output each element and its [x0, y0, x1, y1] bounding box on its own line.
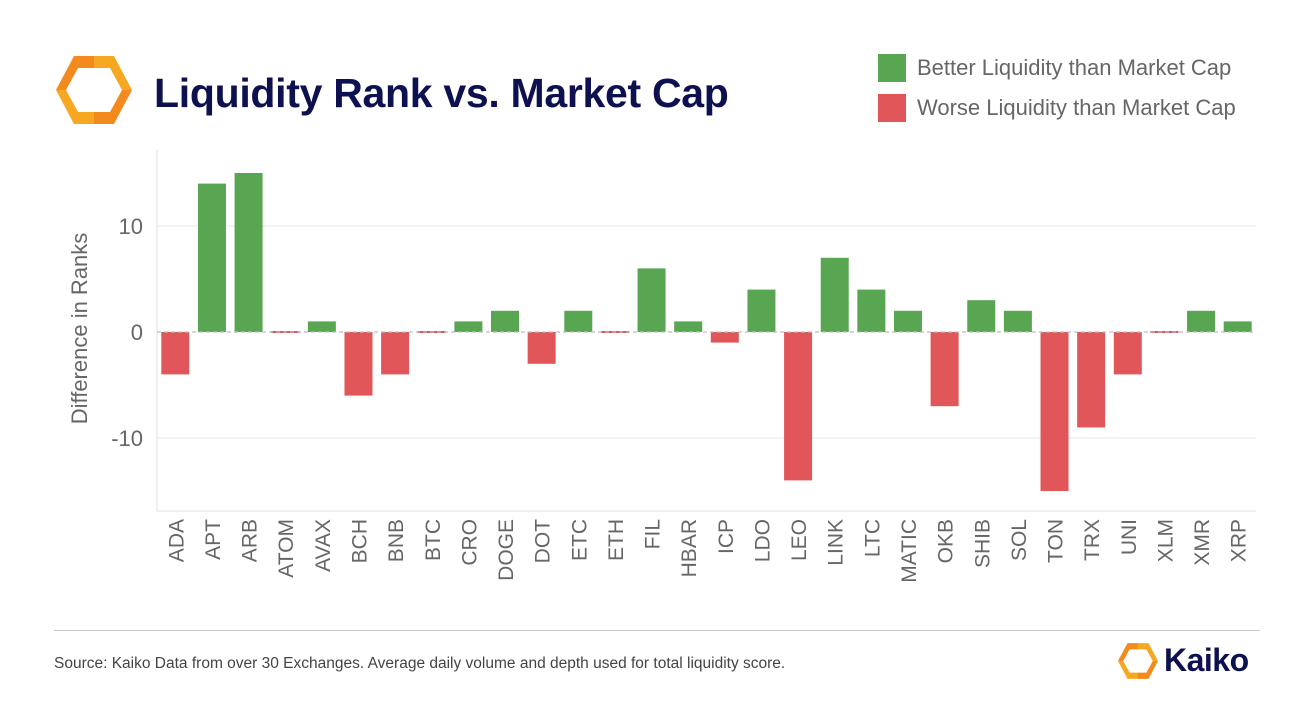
x-tick-label: LEO [788, 519, 811, 561]
x-tick-label: ARB [239, 519, 262, 562]
source-note: Source: Kaiko Data from over 30 Exchange… [54, 655, 786, 672]
x-tick-label: ATOM [275, 519, 298, 578]
x-tick-label: OKB [935, 519, 958, 563]
y-tick-label: 0 [131, 320, 143, 345]
legend-label-worse: Worse Liquidity than Market Cap [917, 95, 1236, 120]
bar [674, 321, 703, 332]
bar [307, 321, 336, 332]
x-tick-label: ICP [715, 519, 738, 554]
x-tick-label: LTC [861, 519, 884, 557]
bar [197, 183, 226, 332]
bar [564, 310, 593, 332]
bar [1150, 331, 1179, 333]
x-tick-label: UNI [1118, 519, 1141, 555]
x-tick-label: HBAR [678, 519, 701, 577]
kaiko-logo-icon [1118, 642, 1158, 679]
x-tick-label: DOT [532, 519, 555, 564]
bar [1003, 310, 1032, 332]
bar [967, 300, 996, 332]
legend-label-better: Better Liquidity than Market Cap [917, 55, 1232, 80]
kaiko-logo-icon [56, 56, 132, 124]
x-tick-label: TON [1045, 519, 1068, 563]
x-tick-label: SHIB [971, 519, 994, 568]
y-axis-title: Difference in Ranks [67, 233, 92, 425]
bar [1223, 321, 1252, 332]
bar [857, 289, 886, 332]
page-title: Liquidity Rank vs. Market Cap [154, 70, 729, 116]
chart-legend: Better Liquidity than Market Cap Worse L… [878, 54, 1236, 134]
x-tick-label: ETC [568, 519, 591, 561]
x-tick-label: FIL [642, 519, 665, 549]
bar [784, 332, 813, 481]
bar [527, 332, 556, 364]
bar [491, 310, 520, 332]
bar [381, 332, 410, 375]
bar [747, 289, 776, 332]
bar [1187, 310, 1216, 332]
x-tick-label: MATIC [898, 519, 921, 583]
x-tick-label: LINK [825, 519, 848, 566]
legend-swatch-worse [878, 94, 906, 122]
bar [1040, 332, 1069, 491]
brand-name: Kaiko [1164, 642, 1249, 678]
x-tick-label: APT [202, 519, 225, 560]
bar [930, 332, 959, 407]
x-tick-label: ETH [605, 519, 628, 561]
y-tick-label: -10 [111, 426, 143, 451]
bar [344, 332, 373, 396]
x-tick-label: AVAX [312, 519, 335, 572]
legend-item-better: Better Liquidity than Market Cap [878, 54, 1236, 82]
x-tick-label: BCH [348, 519, 371, 563]
x-tick-label: BTC [422, 519, 445, 561]
x-tick-label: CRO [458, 519, 481, 566]
x-tick-label: BNB [385, 519, 408, 562]
y-tick-label: 10 [119, 214, 143, 239]
x-tick-label: XLM [1154, 519, 1177, 562]
footer-divider [54, 630, 1260, 631]
x-tick-label: TRX [1081, 519, 1104, 561]
legend-swatch-better [878, 54, 906, 82]
x-tick-label: DOGE [495, 519, 518, 581]
x-tick-label: SOL [1008, 519, 1031, 561]
bar [1077, 332, 1106, 428]
bar [710, 332, 739, 343]
bar [161, 332, 190, 375]
bar-chart: 10 0 -10 Difference in Ranks ADA APT ARB ATOM AV… [67, 150, 1256, 583]
legend-item-worse: Worse Liquidity than Market Cap [878, 94, 1236, 122]
bar [637, 268, 666, 332]
x-tick-label: XMR [1191, 519, 1214, 566]
bar [1113, 332, 1142, 375]
brand-logo: Kaiko [1118, 642, 1249, 679]
x-tick-label: ADA [165, 519, 188, 562]
bar [820, 257, 849, 332]
bar [454, 321, 483, 332]
x-tick-label: LDO [751, 519, 774, 562]
x-tick-label: XRP [1228, 519, 1251, 562]
bar [893, 310, 922, 332]
bar [234, 173, 263, 332]
